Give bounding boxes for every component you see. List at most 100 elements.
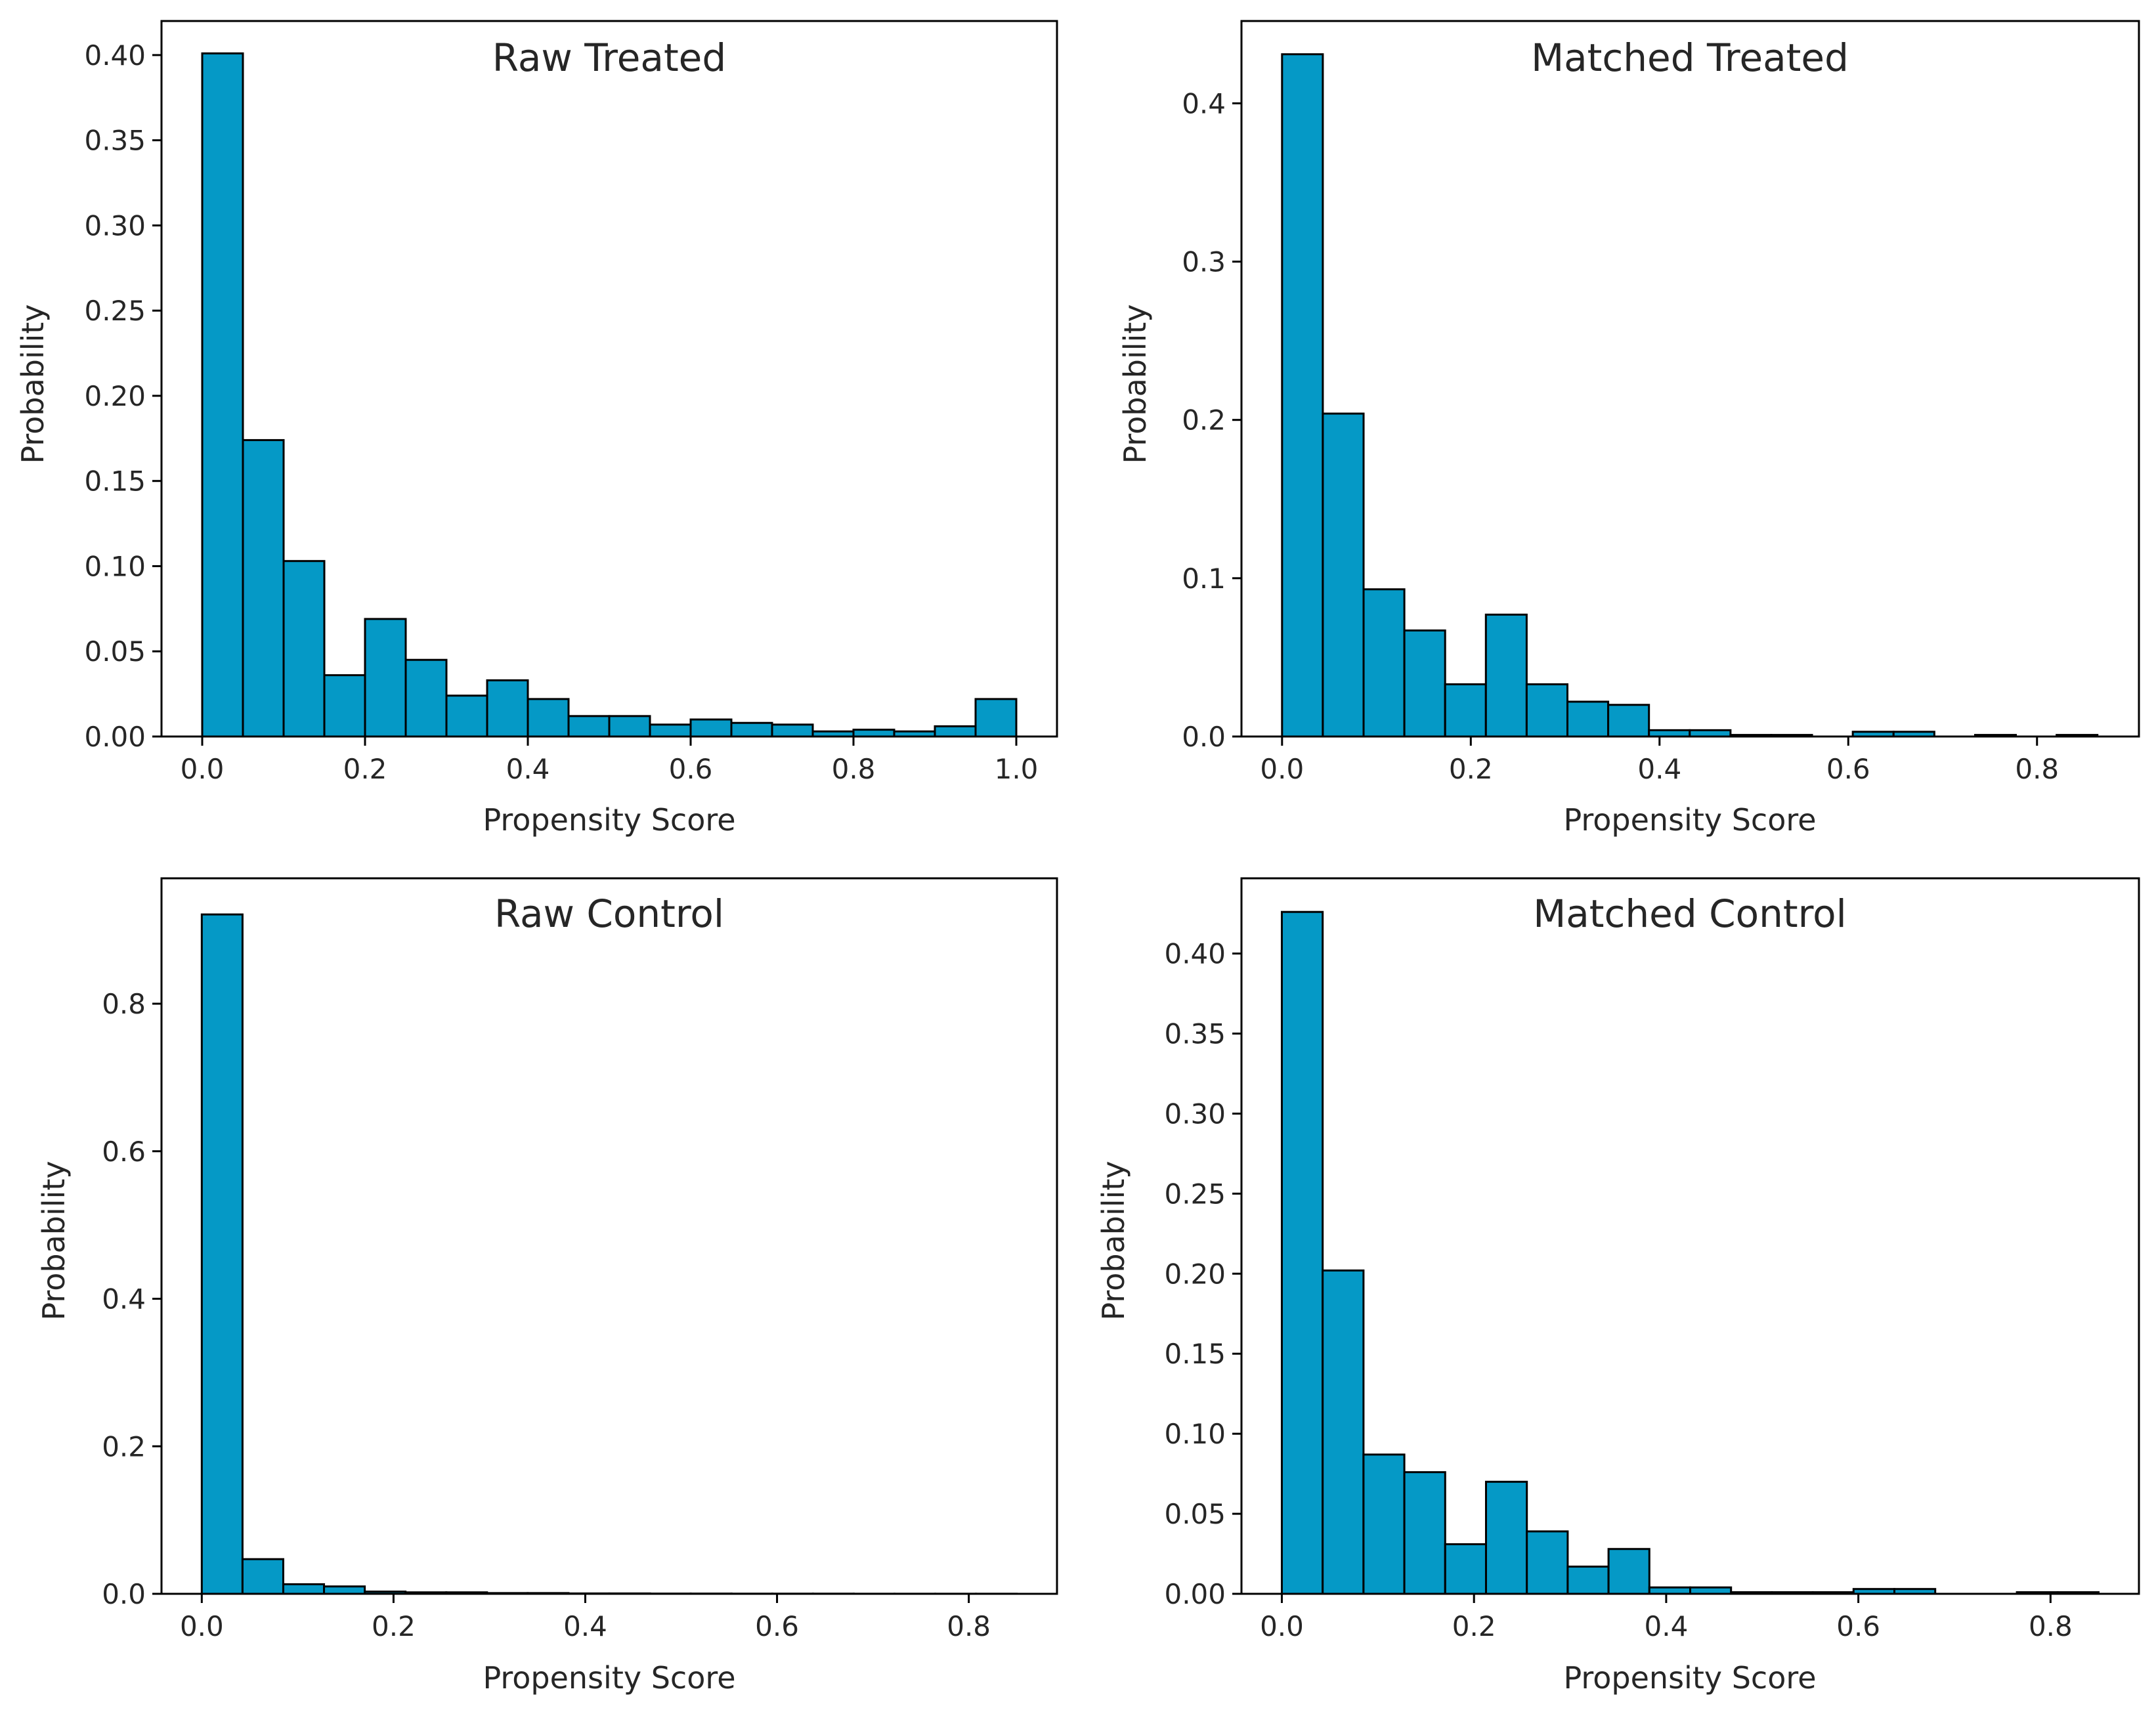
- x-tick-label: 0.0: [1260, 753, 1304, 785]
- y-tick-label: 0.25: [1164, 1178, 1226, 1210]
- x-axis-label: Propensity Score: [483, 802, 735, 838]
- y-axis-label: Probability: [15, 304, 51, 463]
- histogram-bar: [1484, 1480, 1528, 1595]
- histogram-bar: [1444, 1543, 1487, 1595]
- y-tick-label: 0.2: [102, 1430, 146, 1463]
- x-tick-label: 0.4: [1645, 1610, 1689, 1642]
- histogram-bar: [567, 715, 611, 738]
- y-tick-label: 0.3: [1182, 246, 1226, 278]
- y-tick-label: 0.30: [84, 209, 146, 242]
- x-tick-label: 0.6: [669, 753, 713, 785]
- y-tick-label: 0.6: [102, 1136, 146, 1168]
- x-tick-label: 0.2: [372, 1610, 416, 1642]
- x-tick-label: 0.8: [832, 753, 876, 785]
- histogram-bar: [1281, 53, 1324, 738]
- histogram-bar: [282, 1583, 326, 1595]
- panel-title: Raw Treated: [492, 35, 726, 80]
- histogram-bar: [1280, 910, 1324, 1595]
- histogram-bar: [1526, 1530, 1569, 1595]
- x-tick-label: 0.6: [755, 1610, 799, 1642]
- histogram-bar: [852, 729, 895, 738]
- x-tick-label: 0.2: [343, 753, 387, 785]
- histogram-bar: [1322, 412, 1365, 738]
- x-axis-label: Propensity Score: [1563, 1660, 1816, 1696]
- histogram-bar: [364, 618, 407, 738]
- panel-raw-control: Raw Control Propensity Score Probability…: [36, 877, 1058, 1696]
- histogram-bar: [445, 695, 488, 738]
- y-tick-label: 0.00: [1164, 1578, 1226, 1610]
- x-tick-label: 0.0: [1260, 1610, 1304, 1642]
- histogram-bar: [649, 723, 692, 738]
- x-tick-label: 0.8: [2015, 753, 2059, 785]
- histogram-bar: [689, 718, 733, 738]
- histogram-bar: [527, 698, 570, 738]
- y-axis-label: Probability: [1117, 304, 1153, 463]
- y-axis-label: Probability: [1096, 1161, 1131, 1320]
- y-tick-label: 0.15: [1164, 1338, 1226, 1370]
- x-tick-label: 0.0: [181, 753, 225, 785]
- panel-raw-treated: Raw Treated Propensity Score Probability…: [15, 20, 1058, 838]
- y-tick-label: 0.10: [1164, 1418, 1226, 1450]
- panel-title: Raw Control: [494, 891, 724, 936]
- y-tick-label: 0.20: [1164, 1258, 1226, 1290]
- histogram-bar: [201, 52, 244, 738]
- x-tick-label: 0.2: [1452, 1610, 1496, 1642]
- y-axis-label: Probability: [36, 1161, 72, 1320]
- x-tick-label: 0.4: [506, 753, 550, 785]
- x-tick-label: 0.4: [1637, 753, 1681, 785]
- y-tick-label: 0.8: [102, 988, 146, 1020]
- x-tick-label: 0.6: [1836, 1610, 1880, 1642]
- histogram-bar: [323, 674, 366, 738]
- histogram-bar: [323, 1585, 366, 1595]
- y-tick-label: 0.1: [1182, 563, 1226, 595]
- histogram-bar: [1444, 683, 1487, 738]
- x-tick-label: 1.0: [995, 753, 1039, 785]
- histogram-bar: [1607, 704, 1650, 738]
- histogram-bar: [486, 679, 529, 738]
- histogram-bar: [1322, 1269, 1365, 1595]
- x-tick-label: 0.8: [947, 1610, 991, 1642]
- y-tick-label: 0.05: [1164, 1498, 1226, 1530]
- histogram-bar: [1362, 1453, 1406, 1595]
- histogram-bar: [200, 913, 244, 1595]
- panel-title: Matched Treated: [1531, 35, 1849, 80]
- histogram-bar: [608, 715, 651, 738]
- axes-frame: [1240, 20, 2140, 738]
- histogram-bar: [1525, 683, 1568, 738]
- histogram-bar: [934, 725, 977, 738]
- axes-frame: [1240, 877, 2140, 1595]
- y-tick-label: 0.00: [84, 721, 146, 753]
- y-tick-label: 0.20: [84, 380, 146, 412]
- x-tick-label: 0.0: [180, 1610, 224, 1642]
- axes-frame: [160, 877, 1058, 1595]
- histogram-bar: [974, 698, 1018, 738]
- histogram-bar: [241, 1558, 284, 1595]
- histogram-bar: [1403, 629, 1446, 738]
- y-tick-label: 0.2: [1182, 404, 1226, 437]
- histogram-bar: [1566, 700, 1610, 738]
- y-tick-label: 0.25: [84, 295, 146, 327]
- y-tick-label: 0.4: [1182, 87, 1226, 119]
- y-tick-label: 0.40: [1164, 938, 1226, 970]
- y-tick-label: 0.0: [1182, 721, 1226, 753]
- histogram-bar: [1362, 588, 1406, 738]
- x-tick-label: 0.4: [563, 1610, 607, 1642]
- y-tick-label: 0.40: [84, 39, 146, 72]
- panel-matched-control: Matched Control Propensity Score Probabi…: [1096, 877, 2140, 1696]
- x-axis-label: Propensity Score: [1563, 802, 1816, 838]
- histogram-bar: [1607, 1548, 1650, 1595]
- y-tick-label: 0.35: [1164, 1018, 1226, 1050]
- panel-title: Matched Control: [1533, 891, 1847, 936]
- axes-frame: [160, 20, 1058, 738]
- y-tick-label: 0.0: [102, 1578, 146, 1610]
- histogram-bar: [771, 723, 814, 738]
- histogram-bar: [404, 658, 448, 738]
- histogram-bar: [242, 438, 285, 738]
- histogram-bar: [282, 560, 326, 738]
- y-tick-label: 0.15: [84, 465, 146, 498]
- histogram-bar: [1484, 613, 1528, 738]
- histogram-bar: [1403, 1471, 1446, 1595]
- histogram-bar: [1566, 1566, 1610, 1595]
- x-tick-label: 0.2: [1449, 753, 1493, 785]
